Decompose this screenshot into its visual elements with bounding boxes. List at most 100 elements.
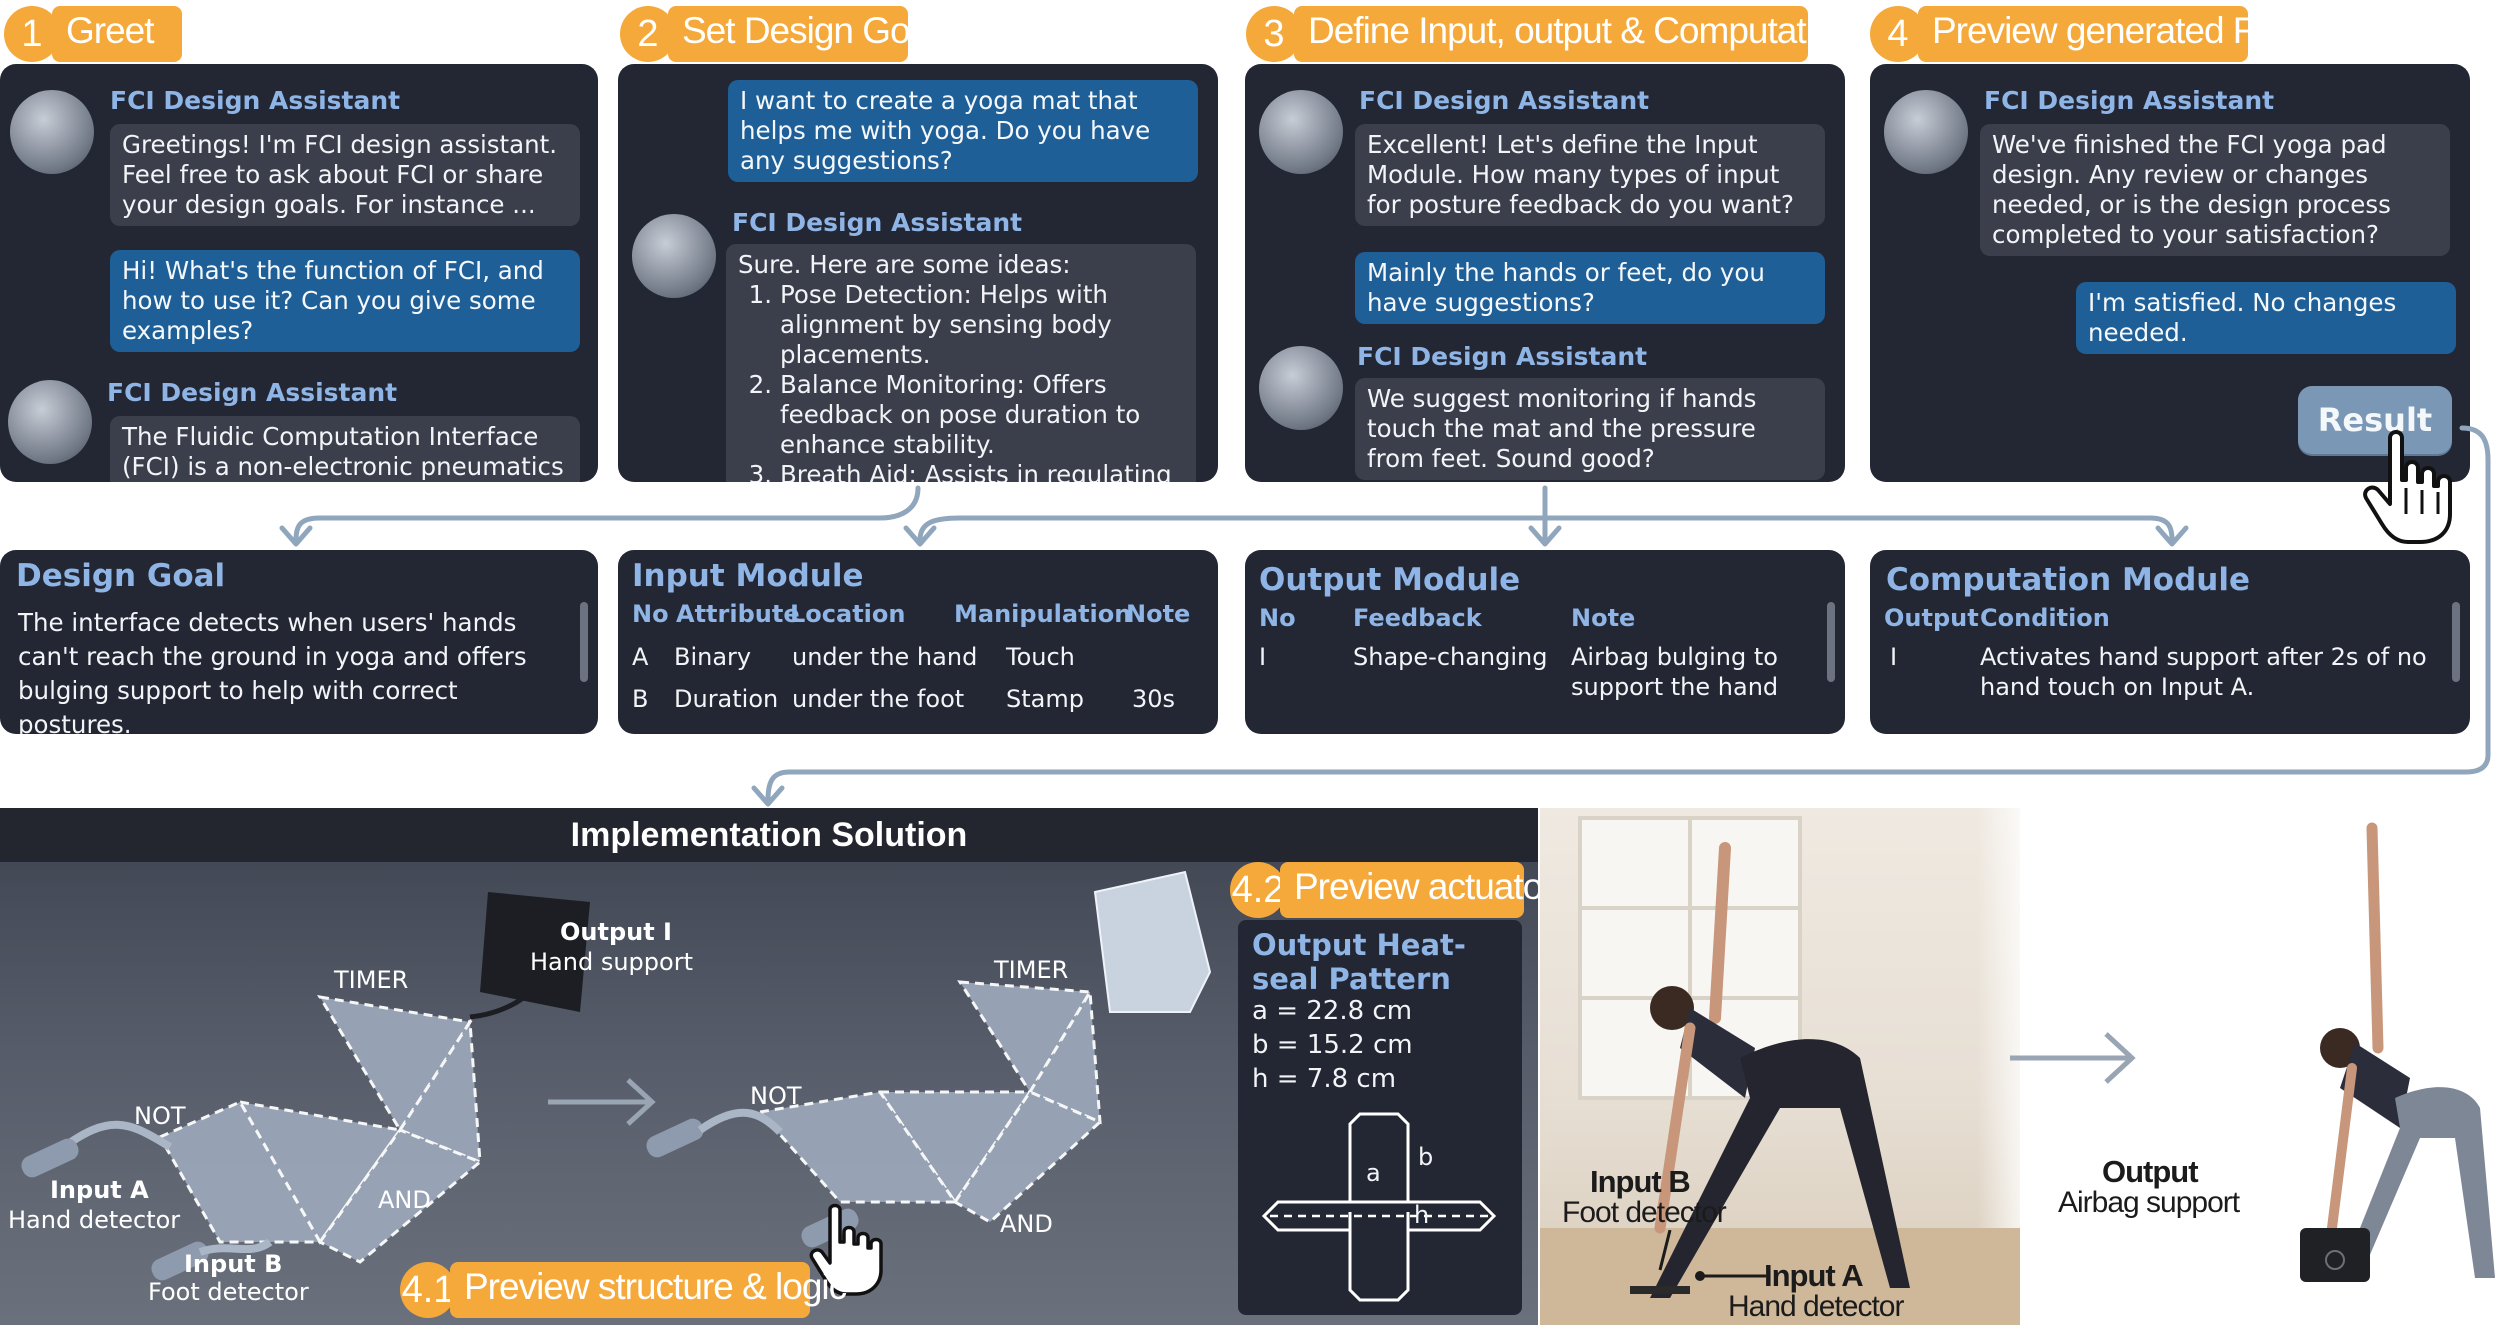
step-4-number: 4 bbox=[1870, 6, 1926, 62]
table-cell: 30s bbox=[1132, 685, 1176, 713]
assistant-message: We've finished the FCI yoga pad design. … bbox=[1980, 124, 2450, 256]
column-header: Location bbox=[790, 600, 906, 628]
idea-number: 2. bbox=[748, 370, 772, 399]
table-cell: Stamp bbox=[1006, 685, 1084, 713]
photo-input-a-label: Input A bbox=[1764, 1258, 1864, 1293]
substep-41-label: Preview structure & logic bbox=[450, 1262, 847, 1318]
design-goal-card: Design Goal The interface detects when u… bbox=[0, 550, 598, 734]
input-module-title: Input Module bbox=[632, 558, 864, 594]
scrollbar[interactable] bbox=[580, 602, 588, 682]
step-2-number: 2 bbox=[620, 6, 676, 62]
table-cell: I bbox=[1259, 643, 1267, 671]
table-cell: A bbox=[632, 643, 649, 671]
column-header: No bbox=[1259, 604, 1296, 632]
computation-module-card: Computation Module Output Condition I Ac… bbox=[1870, 550, 2470, 734]
idea-text: Balance Monitoring: Offers feedback on p… bbox=[780, 370, 1141, 459]
not-label: NOT bbox=[750, 1082, 802, 1110]
output-module-title: Output Module bbox=[1259, 562, 1521, 598]
table-cell: under the hand bbox=[792, 643, 978, 671]
column-header: Output bbox=[1884, 604, 1979, 632]
heatseal-title: Output Heat-seal Pattern bbox=[1252, 928, 1466, 996]
column-header: Manipulation bbox=[954, 600, 1132, 628]
input-a-label: Input A bbox=[50, 1176, 149, 1204]
computation-module-title: Computation Module bbox=[1886, 562, 2251, 598]
flow-connectors bbox=[279, 425, 2491, 807]
heatseal-pattern-diagram bbox=[1261, 1112, 1497, 1302]
table-cell: Binary bbox=[674, 643, 752, 671]
heatseal-label-a: a bbox=[1366, 1159, 1381, 1187]
result-button[interactable]: Result bbox=[2298, 386, 2452, 454]
column-header: Attribute bbox=[676, 600, 800, 628]
heatseal-a: a = 22.8 cm bbox=[1252, 996, 1413, 1026]
implementation-header bbox=[0, 808, 1538, 862]
scrollbar[interactable] bbox=[2452, 602, 2460, 682]
table-cell: Shape-changing bbox=[1353, 643, 1548, 671]
assistant-message: Excellent! Let's define the Input Module… bbox=[1355, 124, 1825, 226]
table-cell: Activates hand support after 2s of no ha… bbox=[1980, 643, 2427, 701]
table-cell: Duration bbox=[674, 685, 779, 713]
user-message: I'm satisfied. No changes needed. bbox=[2076, 282, 2456, 354]
idea-number: 1. bbox=[748, 280, 772, 309]
substep-42-number: 4.2 bbox=[1230, 862, 1286, 918]
idea-item: 3. Breath Aid: Assists in regulating bbox=[738, 460, 1184, 482]
idea-item: 1. Pose Detection: Helps with alignment … bbox=[738, 280, 1184, 370]
assistant-avatar-icon bbox=[1259, 346, 1343, 430]
step-1-number: 1 bbox=[4, 6, 60, 62]
scrollbar[interactable] bbox=[1827, 602, 1835, 682]
substep-41-number: 4.1 bbox=[400, 1262, 456, 1318]
table-cell: I bbox=[1890, 643, 1898, 671]
hand-cursor-icon bbox=[809, 1203, 883, 1296]
column-header: Feedback bbox=[1353, 604, 1482, 632]
step-1-label: Greet bbox=[52, 6, 182, 62]
photo-pointers bbox=[1658, 1230, 1766, 1281]
hand-detector-label: Hand detector bbox=[8, 1206, 181, 1234]
table-cell: under the foot bbox=[792, 685, 965, 713]
idea-text: Breath Aid: Assists in regulating bbox=[780, 460, 1172, 482]
assistant-avatar-icon bbox=[1259, 90, 1343, 174]
heatseal-h: h = 7.8 cm bbox=[1252, 1064, 1397, 1094]
column-header: Condition bbox=[1980, 604, 2110, 632]
design-goal-text: The interface detects when users' hands … bbox=[18, 608, 527, 734]
assistant-name: FCI Design Assistant bbox=[1359, 86, 1650, 115]
assistant-avatar-icon bbox=[632, 214, 716, 298]
output-module-card: Output Module No Feedback Note I Shape-c… bbox=[1245, 550, 1845, 734]
output-i-label: Output I bbox=[560, 918, 672, 946]
input-b-label: Input B bbox=[184, 1250, 283, 1278]
chat-panel-preview[interactable]: FCI Design Assistant We've finished the … bbox=[1870, 64, 2470, 482]
step-2-label: Set Design Goal bbox=[668, 6, 937, 62]
chat-panel-greet[interactable]: FCI Design Assistant Greetings! I'm FCI … bbox=[0, 64, 598, 482]
hand-cursor-icon bbox=[2363, 430, 2452, 544]
photo-airbag-support-label: Airbag support bbox=[2058, 1186, 2240, 1219]
yoga-person-after bbox=[2300, 822, 2495, 1282]
assistant-avatar-icon bbox=[1884, 90, 1968, 174]
yoga-illustration bbox=[1540, 816, 2495, 1325]
photo-hand-detector-label: Hand detector bbox=[1728, 1290, 1904, 1323]
assistant-name: FCI Design Assistant bbox=[1357, 342, 1648, 371]
hand-support-label: Hand support bbox=[530, 948, 693, 976]
column-header: No bbox=[632, 600, 669, 628]
assistant-message: The Fluidic Computation Interface (FCI) … bbox=[110, 416, 580, 482]
user-message: I want to create a yoga mat that helps m… bbox=[728, 80, 1198, 182]
chat-panel-define-modules[interactable]: FCI Design Assistant Excellent! Let's de… bbox=[1245, 64, 1845, 482]
photo-output-label: Output bbox=[2102, 1154, 2199, 1189]
fci-structure-render bbox=[21, 870, 1212, 1296]
step-3-number: 3 bbox=[1246, 6, 1302, 62]
assistant-intro: Sure. Here are some ideas: bbox=[738, 250, 1071, 279]
assistant-avatar-icon bbox=[10, 90, 94, 174]
chat-panel-design-goal[interactable]: I want to create a yoga mat that helps m… bbox=[618, 64, 1218, 482]
timer-label: TIMER bbox=[334, 966, 409, 994]
assistant-message: Greetings! I'm FCI design assistant. Fee… bbox=[110, 124, 580, 226]
assistant-message: Sure. Here are some ideas: 1. Pose Detec… bbox=[726, 244, 1196, 482]
user-message: Hi! What's the function of FCI, and how … bbox=[110, 250, 580, 352]
substep-42-label: Preview actuator bbox=[1280, 862, 1555, 918]
design-goal-title: Design Goal bbox=[16, 558, 226, 594]
assistant-name: FCI Design Assistant bbox=[732, 208, 1023, 237]
assistant-name: FCI Design Assistant bbox=[110, 86, 401, 115]
idea-item: 2. Balance Monitoring: Offers feedback o… bbox=[738, 370, 1184, 460]
heatseal-card: Output Heat-seal Pattern a = 22.8 cm b =… bbox=[1238, 920, 1522, 1315]
heatseal-label-h: h bbox=[1414, 1201, 1430, 1229]
column-header: Note bbox=[1126, 600, 1191, 628]
timer-label: TIMER bbox=[994, 956, 1069, 984]
right-fci-assembly bbox=[646, 870, 1212, 1248]
photo-input-b-label: Input B bbox=[1590, 1164, 1691, 1199]
